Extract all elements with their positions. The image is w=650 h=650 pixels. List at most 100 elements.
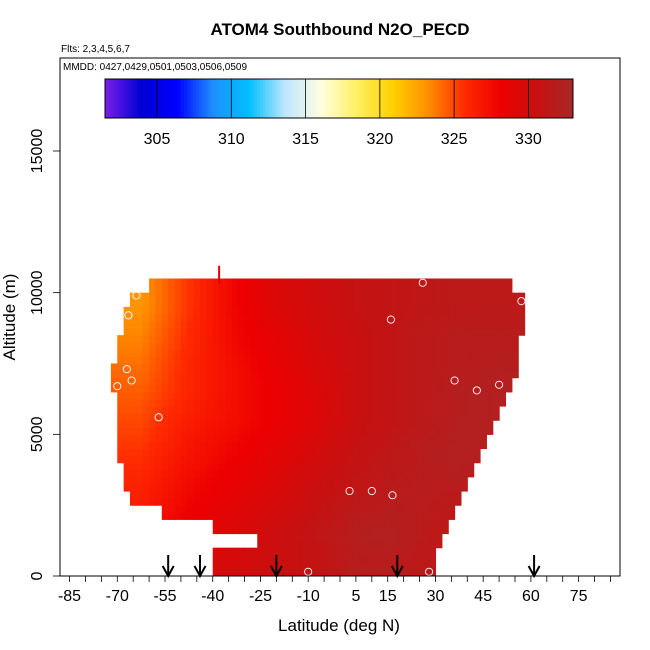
field-cell <box>441 299 449 308</box>
field-cell <box>397 561 405 570</box>
observation-marker <box>472 386 481 395</box>
field-cell <box>219 292 227 301</box>
observation-marker <box>367 486 376 496</box>
field-cell <box>130 328 137 336</box>
field-cell <box>193 384 201 393</box>
field-cell <box>142 406 150 414</box>
field-cell <box>365 476 373 485</box>
field-cell <box>308 420 316 428</box>
field-cell <box>238 448 246 457</box>
field-cell <box>289 512 297 520</box>
field-cell <box>390 420 398 428</box>
field-cell <box>320 278 328 287</box>
field-cell <box>448 420 456 428</box>
field-cell <box>422 526 430 535</box>
field-cell <box>289 328 297 336</box>
field-cell <box>422 547 430 556</box>
field-cell <box>435 313 443 322</box>
field-cell <box>270 306 277 315</box>
field-cell <box>448 363 456 372</box>
field-cell <box>142 342 150 350</box>
field-cell <box>238 413 246 421</box>
field-cell <box>410 448 417 457</box>
field-cell <box>180 505 188 513</box>
field-cell <box>187 328 195 336</box>
field-cell <box>454 391 462 400</box>
field-cell <box>238 526 246 535</box>
field-cell <box>289 455 297 464</box>
field-cell <box>403 335 411 343</box>
field-cell <box>174 349 182 358</box>
field-cell <box>359 540 367 549</box>
field-cell <box>435 299 443 308</box>
field-cell <box>378 306 386 315</box>
field-cell <box>314 455 322 464</box>
field-cell <box>301 377 309 386</box>
field-cell <box>390 498 398 506</box>
field-cell <box>340 441 347 450</box>
field-cell <box>333 398 341 407</box>
field-cell <box>416 377 424 386</box>
field-cell <box>422 540 430 549</box>
colorbar-segment <box>482 79 486 118</box>
colorbar-segment <box>265 79 270 118</box>
field-cell <box>371 483 379 492</box>
field-cell <box>206 505 214 513</box>
field-cell <box>416 441 424 450</box>
field-cell <box>454 448 462 457</box>
field-cell <box>486 370 494 379</box>
colorbar-segment <box>379 79 384 118</box>
field-cell <box>403 455 411 464</box>
field-cell <box>397 476 405 485</box>
field-cell <box>250 356 258 365</box>
colorbar-segment <box>327 79 331 118</box>
colorbar-segment <box>236 79 241 118</box>
field-cell <box>136 321 144 329</box>
field-cell <box>123 469 131 478</box>
field-cell <box>187 413 195 421</box>
field-cell <box>231 292 239 301</box>
field-cell <box>454 462 462 471</box>
field-cell <box>340 398 347 407</box>
field-cell <box>270 363 277 372</box>
field-cell <box>123 370 131 379</box>
field-cell <box>174 434 182 443</box>
field-cell <box>276 406 284 414</box>
field-cell <box>492 356 500 365</box>
field-cell <box>359 483 367 492</box>
field-cell <box>378 498 386 506</box>
field-cell <box>352 519 360 528</box>
field-cell <box>193 483 201 492</box>
field-cell <box>193 398 201 407</box>
field-cell <box>282 328 290 336</box>
field-cell <box>168 413 176 421</box>
field-cell <box>352 377 360 386</box>
field-cell <box>295 356 303 365</box>
colorbar-segment <box>341 79 346 118</box>
field-cell <box>359 285 367 294</box>
field-cell <box>308 455 316 464</box>
field-cell <box>416 391 424 400</box>
field-cell <box>174 321 182 329</box>
field-cell <box>429 335 437 343</box>
field-cell <box>130 441 137 450</box>
field-cell <box>397 306 405 315</box>
field-cell <box>371 313 379 322</box>
field-cell <box>250 526 258 535</box>
field-cell <box>429 483 437 492</box>
colorbar-segment <box>122 79 126 118</box>
field-cell <box>435 370 443 379</box>
field-cell <box>397 441 405 450</box>
x-tick-label: -55 <box>153 588 176 605</box>
field-cell <box>193 420 201 428</box>
colorbar-segment <box>207 79 211 118</box>
field-cell <box>282 299 290 308</box>
field-cell <box>352 483 360 492</box>
field-cell <box>416 321 424 329</box>
field-cell <box>441 278 449 287</box>
field-cell <box>295 491 303 499</box>
field-cell <box>492 370 500 379</box>
field-cell <box>193 299 201 308</box>
observation-marker <box>386 315 395 324</box>
field-cell <box>371 335 379 343</box>
